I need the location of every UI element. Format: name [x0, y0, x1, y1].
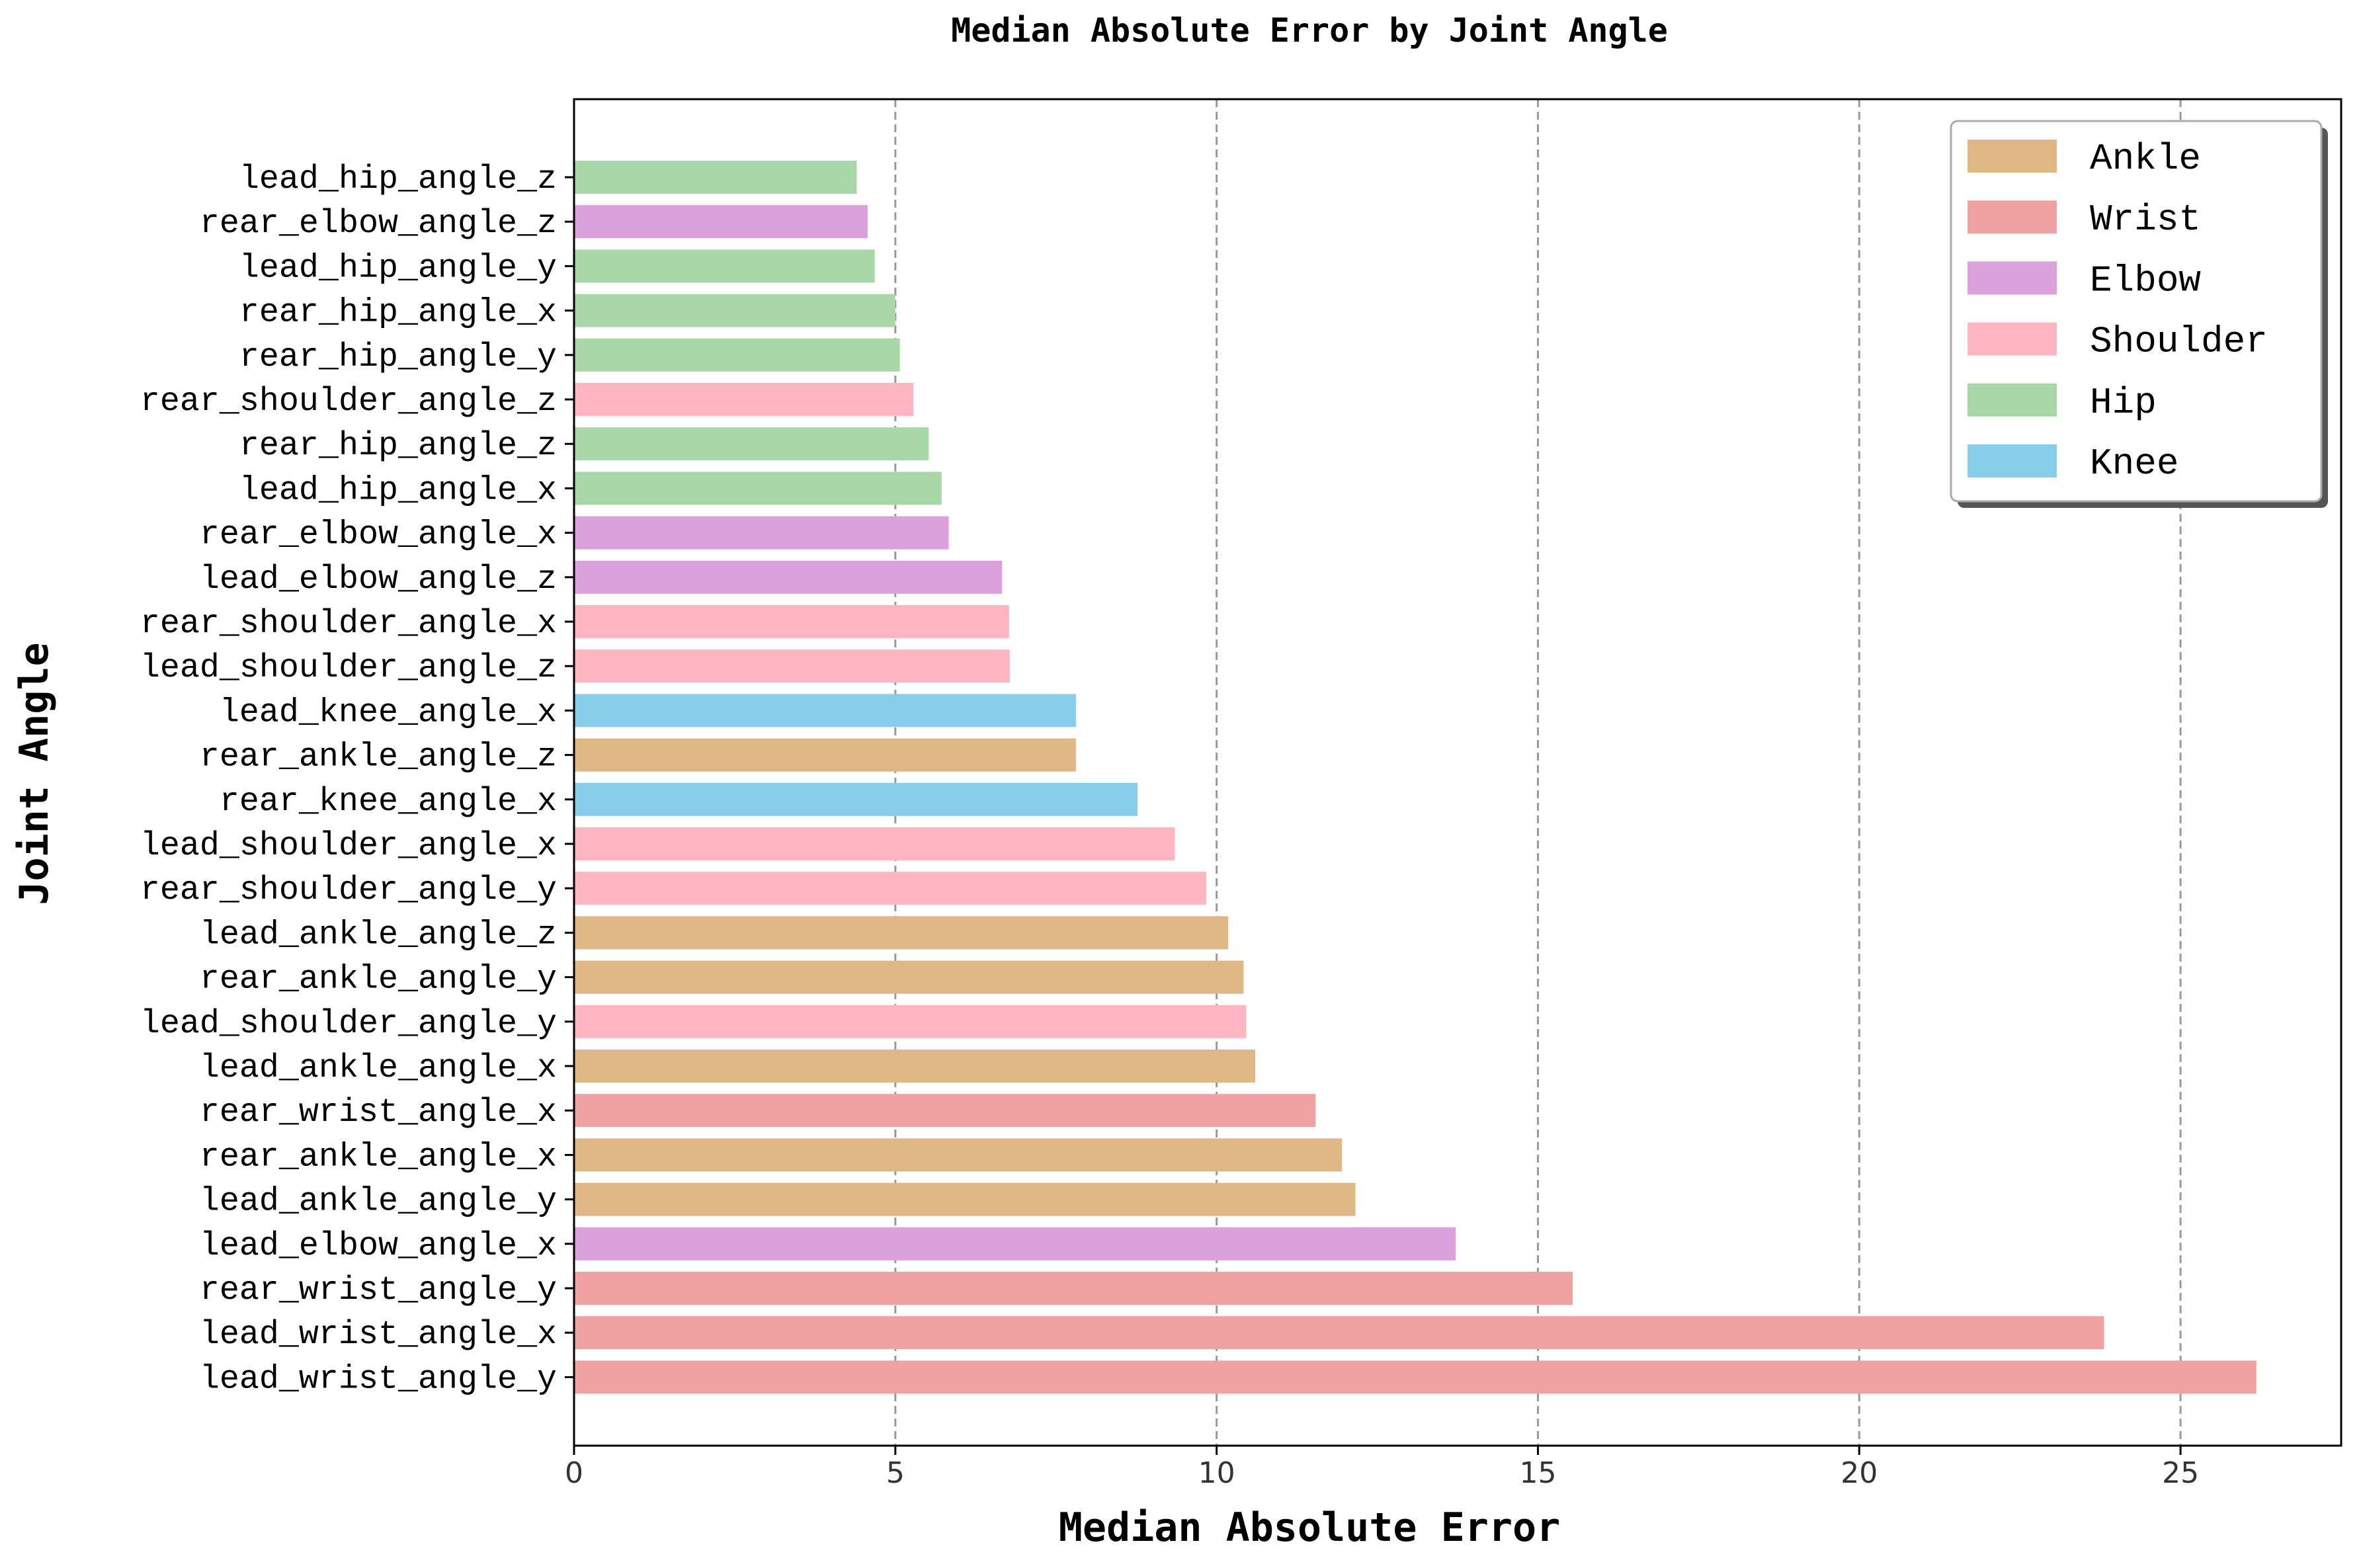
- bar-lead_ankle_angle_x: [574, 1050, 1255, 1083]
- y-tick-label-rear_ankle_angle_x: rear_ankle_angle_x: [200, 1138, 557, 1176]
- bar-lead_elbow_angle_z: [574, 560, 1003, 594]
- y-tick-label-rear_shoulder_angle_y: rear_shoulder_angle_y: [140, 872, 557, 909]
- y-tick-label-lead_wrist_angle_x: lead_wrist_angle_x: [200, 1316, 557, 1354]
- bar-rear_hip_angle_x: [574, 294, 895, 327]
- y-tick-label-lead_ankle_angle_z: lead_ankle_angle_z: [200, 916, 557, 954]
- y-tick-label-lead_ankle_angle_x: lead_ankle_angle_x: [200, 1050, 557, 1087]
- bar-lead_shoulder_angle_x: [574, 827, 1175, 860]
- y-tick-label-lead_hip_angle_z: lead_hip_angle_z: [239, 161, 557, 198]
- y-tick-label-lead_ankle_angle_y: lead_ankle_angle_y: [200, 1183, 557, 1221]
- y-tick-label-lead_wrist_angle_y: lead_wrist_angle_y: [200, 1360, 557, 1398]
- y-tick-label-lead_hip_angle_y: lead_hip_angle_y: [239, 249, 557, 287]
- plot-frame: [573, 98, 2342, 1447]
- y-axis-label: Joint Angle: [11, 642, 58, 905]
- y-tick-label-lead_shoulder_angle_z: lead_shoulder_angle_z: [140, 649, 557, 687]
- bar-rear_shoulder_angle_y: [574, 872, 1207, 905]
- y-tick-label-lead_hip_angle_x: lead_hip_angle_x: [239, 472, 557, 509]
- bar-lead_hip_angle_z: [574, 161, 857, 194]
- legend: Ankle Wrist Elbow Shoulder Hip Knee: [1950, 120, 2328, 508]
- bar-rear_shoulder_angle_z: [574, 383, 914, 416]
- legend-label-hip: Hip: [2090, 382, 2157, 424]
- x-axis-ticks: 0 5 10 15 20 25: [565, 1446, 2199, 1490]
- y-tick-label-rear_ankle_angle_z: rear_ankle_angle_z: [200, 739, 557, 776]
- y-tick-label-rear_hip_angle_x: rear_hip_angle_x: [239, 294, 557, 332]
- bar-rear_ankle_angle_x: [574, 1138, 1343, 1172]
- y-tick-label-lead_elbow_angle_x: lead_elbow_angle_x: [200, 1227, 557, 1265]
- legend-swatch-elbow: [1968, 261, 2057, 295]
- bar-lead_hip_angle_y: [574, 249, 875, 283]
- bar-lead_elbow_angle_x: [574, 1227, 1456, 1260]
- y-tick-label-rear_elbow_angle_x: rear_elbow_angle_x: [200, 516, 557, 554]
- bar-lead_knee_angle_x: [574, 694, 1076, 727]
- legend-swatch-knee: [1968, 444, 2057, 477]
- y-tick-label-rear_wrist_angle_x: rear_wrist_angle_x: [200, 1094, 557, 1132]
- y-tick-label-rear_hip_angle_z: rear_hip_angle_z: [239, 427, 557, 465]
- category-labels: lead_hip_angle_z rear_elbow_angle_z lead_h…: [140, 161, 574, 1398]
- y-tick-label-lead_shoulder_angle_x: lead_shoulder_angle_x: [140, 827, 557, 865]
- legend-label-elbow: Elbow: [2090, 259, 2201, 302]
- y-tick-label-rear_wrist_angle_y: rear_wrist_angle_y: [200, 1272, 557, 1309]
- bar-lead_hip_angle_x: [574, 472, 942, 505]
- y-tick-label-lead_elbow_angle_z: lead_elbow_angle_z: [200, 561, 557, 598]
- legend-swatch-shoulder: [1968, 322, 2057, 356]
- bar-rear_ankle_angle_z: [574, 738, 1076, 772]
- bar-rear_ankle_angle_y: [574, 960, 1244, 994]
- legend-label-wrist: Wrist: [2090, 198, 2201, 241]
- bar-rear_hip_angle_z: [574, 427, 929, 461]
- y-tick-label-lead_shoulder_angle_y: lead_shoulder_angle_y: [140, 1005, 557, 1043]
- bar-lead_shoulder_angle_y: [574, 1005, 1247, 1038]
- legend-label-ankle: Ankle: [2090, 138, 2201, 180]
- bar-rear_shoulder_angle_x: [574, 605, 1009, 638]
- x-tick-label-5: 25: [2162, 1456, 2199, 1490]
- y-tick-label-rear_shoulder_angle_z: rear_shoulder_angle_z: [140, 383, 557, 421]
- legend-swatch-wrist: [1968, 200, 2057, 234]
- x-tick-label-2: 10: [1198, 1456, 1235, 1490]
- legend-label-shoulder: Shoulder: [2090, 321, 2268, 363]
- bar-lead_ankle_angle_z: [574, 916, 1229, 950]
- bar-rear_hip_angle_y: [574, 338, 900, 372]
- bars-group: [574, 161, 2257, 1394]
- x-axis-label: Median Absolute Error: [1059, 1505, 1561, 1551]
- legend-swatch-ankle: [1968, 140, 2057, 173]
- y-tick-label-rear_ankle_angle_y: rear_ankle_angle_y: [200, 961, 557, 999]
- y-tick-label-rear_shoulder_angle_x: rear_shoulder_angle_x: [140, 605, 557, 643]
- legend-label-knee: Knee: [2090, 442, 2178, 485]
- bar-lead_shoulder_angle_z: [574, 649, 1010, 683]
- y-tick-label-rear_elbow_angle_z: rear_elbow_angle_z: [200, 205, 557, 243]
- x-tick-label-0: 0: [565, 1456, 583, 1490]
- y-tick-label-rear_knee_angle_x: rear_knee_angle_x: [220, 783, 557, 821]
- bar-lead_wrist_angle_y: [574, 1360, 2257, 1394]
- bar-rear_wrist_angle_y: [574, 1272, 1573, 1305]
- legend-swatch-hip: [1968, 383, 2057, 417]
- bar-rear_elbow_angle_z: [574, 205, 868, 239]
- x-tick-label-3: 15: [1519, 1456, 1556, 1490]
- chart-title: Median Absolute Error by Joint Angle: [951, 11, 1668, 50]
- bar-rear_knee_angle_x: [574, 782, 1138, 816]
- bar-lead_wrist_angle_x: [574, 1316, 2104, 1350]
- bar-rear_wrist_angle_x: [574, 1094, 1316, 1128]
- x-tick-label-4: 20: [1841, 1456, 1878, 1490]
- x-tick-label-1: 5: [886, 1456, 905, 1490]
- bar-lead_ankle_angle_y: [574, 1182, 1356, 1216]
- bar-rear_elbow_angle_x: [574, 516, 949, 550]
- y-tick-label-lead_knee_angle_x: lead_knee_angle_x: [220, 694, 557, 731]
- y-tick-label-rear_hip_angle_y: rear_hip_angle_y: [239, 339, 557, 376]
